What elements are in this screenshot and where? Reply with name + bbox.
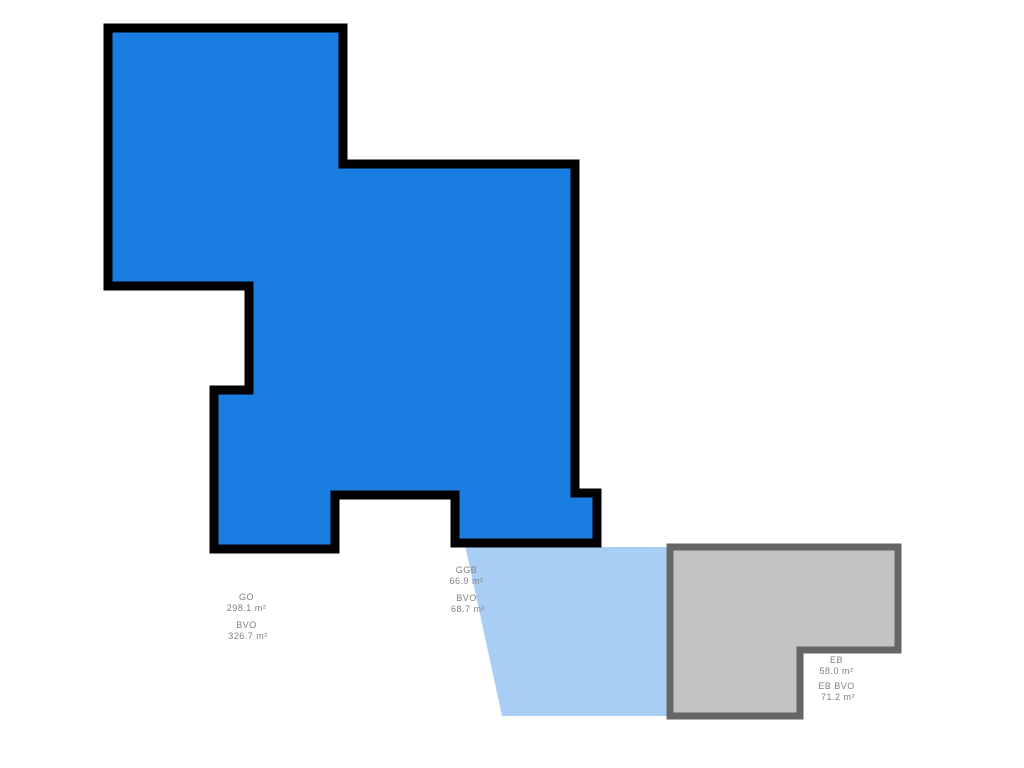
ggb-title: GGB (456, 565, 478, 575)
eb-area: 58.0 m² (819, 666, 853, 676)
floorplan-svg: GO 298.1 m² BVO 326.7 m² GGB 66.9 m² BVO… (0, 0, 1024, 768)
svg-text:GO 298.1 m² BVO: GO 298.1 m² BVO 326.7 m² (227, 592, 270, 641)
go-bvo-area: 326.7 m² (228, 631, 268, 641)
label-go: GO 298.1 m² BVO 326.7 m² (227, 592, 270, 641)
region-eb (670, 547, 898, 716)
eb-bvo-area: 71.2 m² (821, 692, 855, 702)
eb-bvo-title: EB BVO (818, 681, 855, 691)
ggb-bvo-area: 68.7 m² (451, 604, 485, 614)
region-go (108, 28, 597, 549)
go-bvo-title: BVO (236, 620, 257, 630)
eb-title: EB (830, 655, 843, 665)
svg-text:EB 58.0 m² EB BVO: EB 58.0 m² EB BVO 71.2 m² (818, 655, 858, 702)
label-eb: EB 58.0 m² EB BVO 71.2 m² (818, 655, 858, 702)
ggb-bvo-title: BVO (456, 593, 477, 603)
go-area: 298.1 m² (227, 603, 267, 613)
go-title: GO (239, 592, 254, 602)
ggb-area: 66.9 m² (449, 576, 483, 586)
